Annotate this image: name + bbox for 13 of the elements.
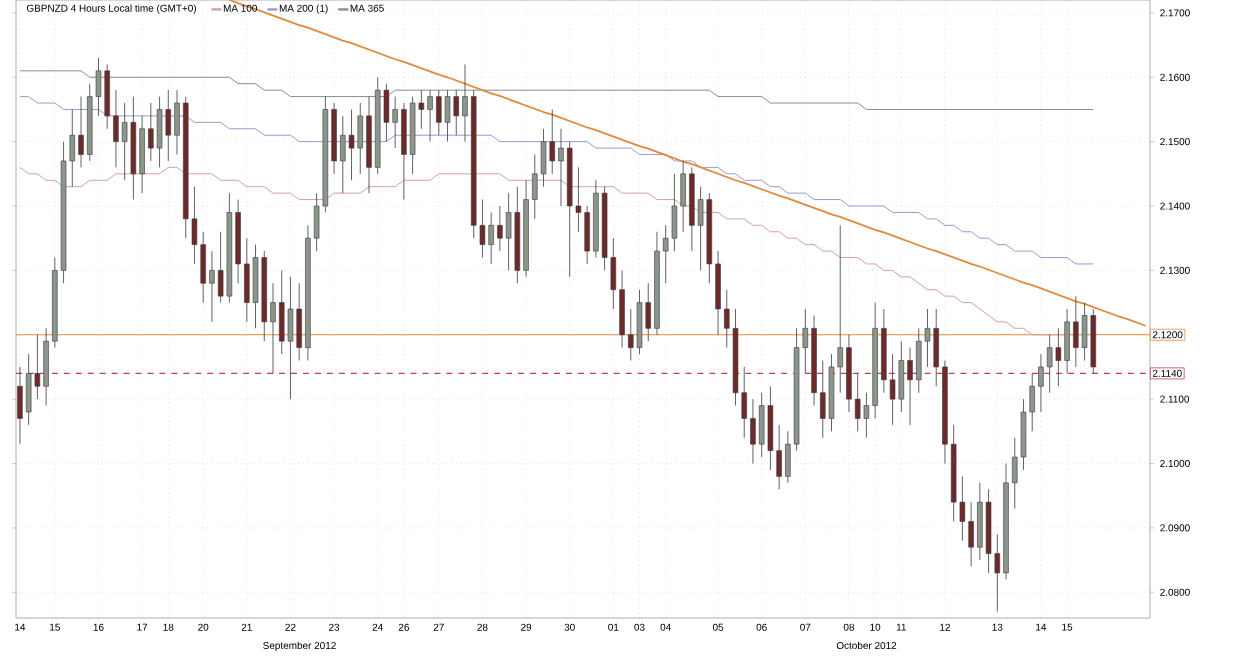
candlestick [121,102,128,181]
candlestick [1055,327,1062,387]
candlestick [287,276,294,400]
candlestick [636,289,643,355]
candlestick [1046,334,1053,394]
candlestick [1081,302,1088,361]
candlestick [671,173,678,252]
candlestick [505,192,512,271]
candlestick [25,353,32,426]
candlestick [767,385,774,471]
candlestick [348,109,355,181]
candlestick [252,244,259,329]
candlestick [156,96,163,168]
